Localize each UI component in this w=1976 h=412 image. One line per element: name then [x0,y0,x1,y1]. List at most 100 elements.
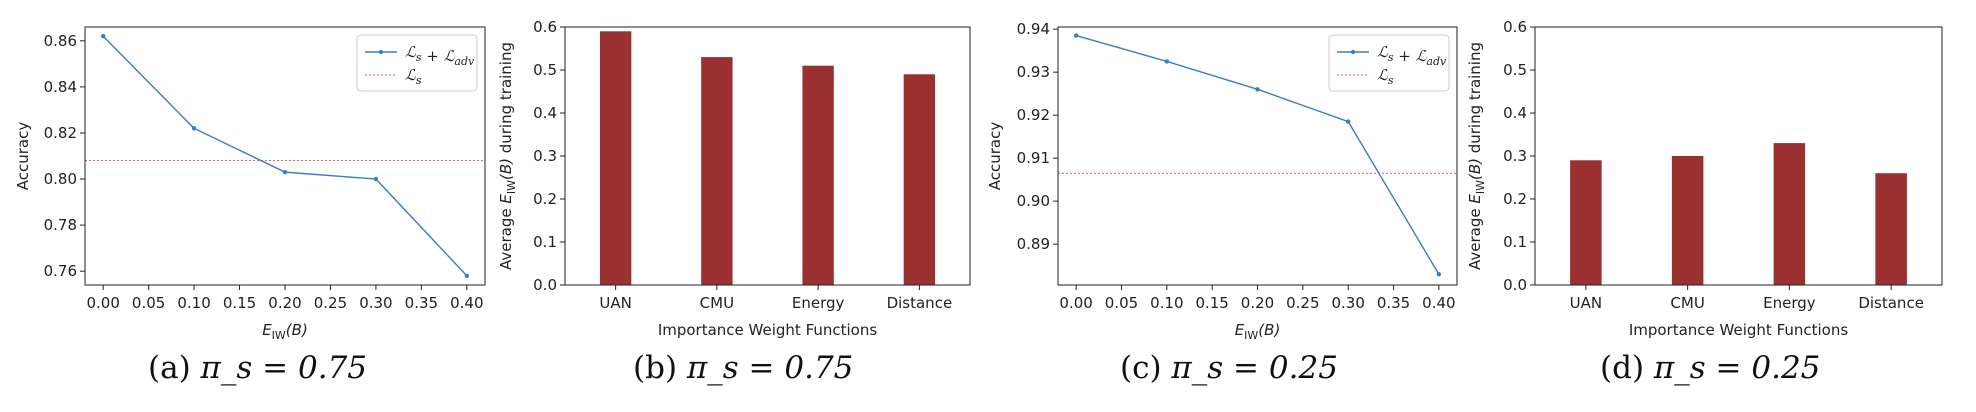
chart-a-ytick-label: 0.84 [44,78,77,96]
chart-a-xtick-label: 0.15 [223,294,256,312]
chart-c-xtick-label: 0.20 [1241,294,1274,312]
chart-a-ytick-label: 0.82 [44,124,77,142]
chart-b-bar [701,57,733,285]
chart-a-data-point [100,34,106,39]
chart-d-xtick-label: CMU [1670,294,1704,312]
caption-b: (b) π_s = 0.75 [633,350,853,386]
chart-c-ytick-label: 0.89 [1017,235,1050,253]
chart-a-xtick-label: 0.30 [359,294,392,312]
chart-a-data-point [373,176,379,182]
chart-c-legend-label: ℒs + ℒadv [1377,43,1447,68]
chart-c-xtick-label: 0.10 [1150,294,1183,312]
chart-b-xlabel: Importance Weight Functions [658,321,878,339]
chart-b-frame [564,26,971,286]
chart-b-bar [599,31,632,285]
chart-d-xlabel: Importance Weight Functions [1629,321,1849,339]
chart-a-data-point [191,126,197,131]
chart-c-ytick-label: 0.90 [1017,192,1050,210]
chart-b-bar [903,74,936,285]
chart-b-ytick-label: 0.3 [533,147,557,165]
chart-d-bar [1773,143,1806,285]
caption-a: (a) π_s = 0.75 [148,350,367,386]
chart-c-xtick-label: 0.00 [1059,294,1092,312]
chart-a-ytick-label: 0.80 [44,170,77,188]
chart-d-ytick-label: 0.5 [1503,61,1527,79]
chart-a-xlabel: EIW(B) [262,321,308,342]
chart-a-legend-label: ℒs + ℒadv [405,43,475,68]
caption-c: (c) π_s = 0.25 [1120,350,1338,386]
caption-a-label: (a) [148,350,191,386]
caption-d: (d) π_s = 0.25 [1600,350,1820,386]
chart-a-ytick-label: 0.76 [44,262,77,280]
chart-b-ytick-label: 0.1 [533,233,557,251]
chart-c-xtick-label: 0.40 [1422,294,1455,312]
chart-c-ylabel: Accuracy [986,122,1004,191]
chart-c-xtick-label: 0.15 [1195,294,1228,312]
chart-d-bar [1570,160,1602,285]
chart-b-ytick-label: 0.6 [533,18,557,36]
chart-c-legend-label: ℒs [1377,66,1394,87]
chart-c-data-point [1255,87,1260,92]
caption-d-label: (d) [1600,350,1645,386]
chart-b-ytick-label: 0.5 [533,61,557,79]
chart-a-legend-label: ℒs [405,66,422,87]
chart-b-ylabel: Average EIW(B) during training [497,42,518,270]
chart-c-data-point [1164,59,1170,64]
chart-d-ytick-label: 0.4 [1503,104,1527,122]
chart-d-bar [1671,156,1704,285]
caption-d-math: π_s = 0.25 [1653,350,1821,386]
caption-c-math: π_s = 0.25 [1171,350,1338,386]
chart-d-ytick-label: 0.0 [1503,276,1527,294]
caption-c-label: (c) [1120,350,1162,386]
chart-c-legend-marker [1350,49,1356,55]
chart-d: 0.0 0.1 0.2 0.3 0.4 0.5 0.6 UAN CMU Energy Distanc… [1503,18,1943,339]
chart-d-xtick-label: Distance [1858,294,1924,312]
chart-d-bar [1875,173,1907,285]
chart-c-ytick-label: 0.94 [1017,20,1050,38]
chart-a-data-point [282,169,288,175]
caption-b-math: π_s = 0.75 [686,350,854,386]
chart-a-xtick-label: 0.35 [405,294,438,312]
chart-a-frame [84,26,486,286]
chart-b-ytick-label: 0.0 [533,276,557,294]
chart-c-ytick-label: 0.93 [1017,63,1050,81]
caption-a-math: π_s = 0.75 [200,350,368,386]
chart-a-legend-marker [378,49,384,55]
chart-a-xtick-label: 0.25 [314,294,347,312]
chart-b-ylabel-text: Average EIW(B) during training [497,42,518,270]
chart-a-ytick-label: 0.86 [44,32,77,50]
chart-c: 0.89 0.90 0.91 0.92 0.93 0.94 0.00 0.05 0.10 0.15… [986,20,1458,312]
chart-a-xtick-label: 0.00 [86,294,119,312]
chart-d-frame [1534,26,1943,286]
chart-c-xtick-label: 0.30 [1331,294,1364,312]
chart-d-ytick-label: 0.2 [1503,190,1527,208]
chart-c-data-point [1073,33,1079,38]
chart-b-xtick-label: CMU [700,294,734,312]
chart-a: 0.76 0.78 0.80 0.82 0.84 0.86 0.00 0.05 0.10 0.15… [14,26,486,312]
chart-a-ylabel: Accuracy [14,122,32,191]
chart-a-xtick-label: 0.10 [177,294,210,312]
chart-c-data-point [1436,272,1442,277]
chart-c-frame [1057,26,1458,286]
chart-a-xlabel-text: EIW(B) [262,321,308,342]
chart-d-xtick-label: Energy [1763,294,1816,312]
chart-d-ylabel: Average EIW(B) during training [1466,42,1487,270]
chart-d-xtick-label: UAN [1570,294,1602,312]
chart-c-xtick-label: 0.35 [1377,294,1410,312]
chart-c-xtick-label: 0.25 [1286,294,1319,312]
chart-c-xlabel-text: EIW(B) [1235,321,1281,342]
chart-d-ytick-label: 0.3 [1503,147,1527,165]
chart-a-ytick-label: 0.78 [44,216,77,234]
chart-a-legend-box [356,34,478,92]
chart-a-xtick-label: 0.05 [132,294,165,312]
chart-c-xlabel: EIW(B) [1235,321,1281,342]
chart-d-ytick-label: 0.6 [1503,18,1527,36]
chart-a-xtick-label: 0.20 [268,294,301,312]
chart-c-xtick-label: 0.05 [1105,294,1138,312]
chart-c-data-point [1345,119,1351,124]
caption-b-label: (b) [633,350,678,386]
chart-d-ylabel-text: Average EIW(B) during training [1466,42,1487,270]
chart-c-ytick-label: 0.92 [1017,106,1050,124]
